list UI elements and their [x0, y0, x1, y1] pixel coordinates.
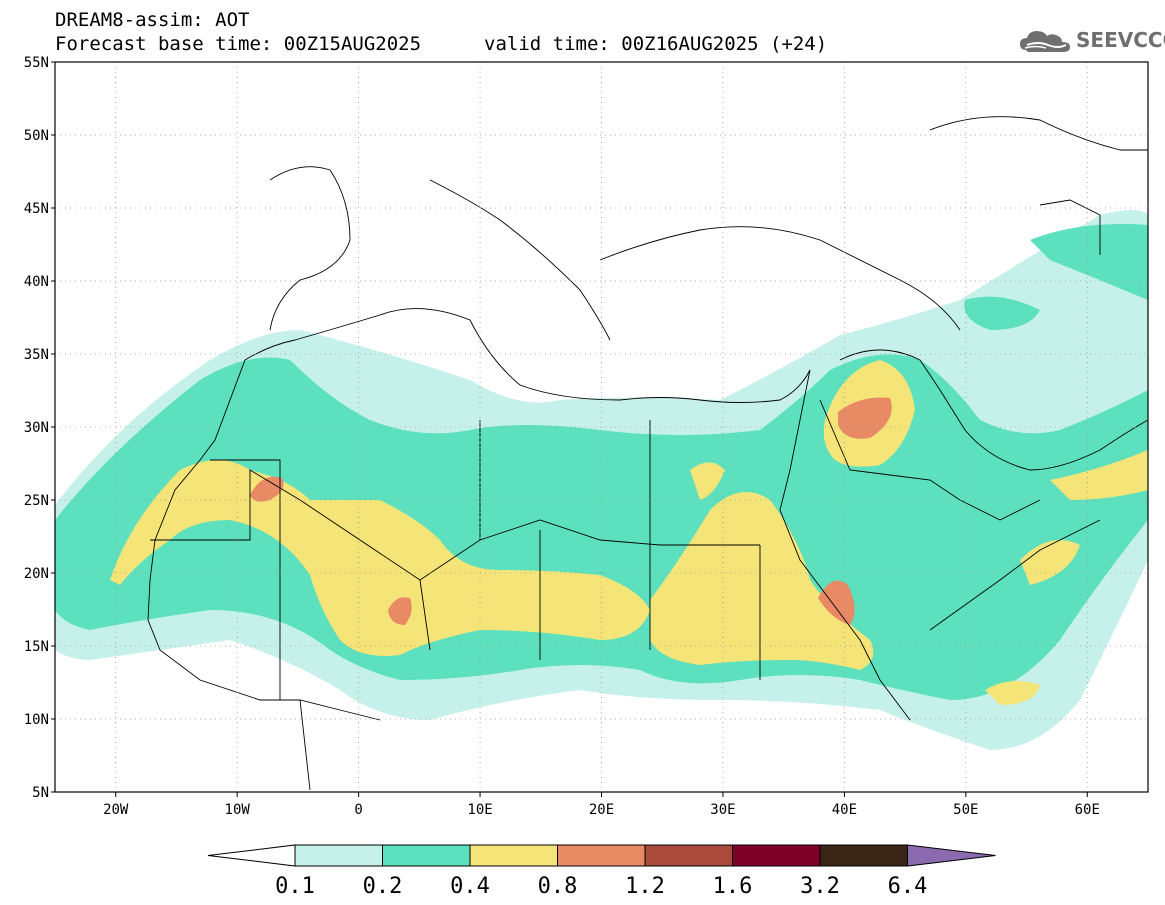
- lat-label: 20N: [24, 566, 49, 582]
- aot-band-0.8-mauritania: [250, 476, 284, 502]
- colorbar-box: [469, 844, 558, 867]
- colorbar-label: 0.4: [450, 874, 490, 899]
- aot-band-0.8-iraq: [838, 397, 892, 439]
- aot-band-0.8-redsea: [818, 580, 855, 625]
- colorbar-label: 1.6: [713, 874, 753, 899]
- aot-band-0.4-yemen: [985, 681, 1040, 705]
- colorbar-box: [294, 844, 383, 867]
- lon-label: 50E: [953, 802, 978, 818]
- lat-label: 35N: [24, 347, 49, 363]
- seevccc-logo: SEEVCCC: [1018, 26, 1165, 56]
- aot-band-0.4-oman: [1020, 540, 1080, 585]
- colorbar-labels: 0.1 0.2 0.4 0.8 1.2 1.6 3.2 6.4: [275, 874, 927, 899]
- country-borders: [147, 116, 1148, 791]
- aot-band-0.4-gulf: [1050, 450, 1148, 500]
- lat-label: 50N: [24, 128, 49, 144]
- lon-label: 20E: [589, 802, 614, 818]
- cloud-icon: [1020, 31, 1070, 52]
- aot-band-0.4-central: [650, 492, 874, 670]
- colorbar-box: [382, 844, 471, 867]
- colorbar-label: 0.8: [538, 874, 578, 899]
- lat-label: 15N: [24, 639, 49, 655]
- colorbar-label: 1.2: [625, 874, 665, 899]
- lat-label: 40N: [24, 274, 49, 290]
- aot-band-0.2-caspian: [1030, 224, 1148, 300]
- colorbar-label: 0.1: [275, 874, 315, 899]
- lat-label: 55N: [24, 55, 49, 71]
- lon-label: 60E: [1075, 802, 1100, 818]
- latitude-labels: 55N 50N 45N 40N 35N 30N 25N 20N 15N 10N 5N: [24, 55, 49, 801]
- aot-band-0.2-anatolia: [964, 296, 1040, 330]
- colorbar-label: 0.2: [363, 874, 403, 899]
- map-title: DREAM8-assim: AOT: [55, 9, 250, 31]
- colorbar: [207, 844, 996, 867]
- axis-ticks: [51, 61, 1088, 797]
- aot-band-0.4-sahara-spot: [690, 462, 725, 500]
- lon-label: 10E: [467, 802, 492, 818]
- aot-band-0.4-west: [110, 460, 650, 656]
- lat-label: 45N: [24, 201, 49, 217]
- forecast-base-time: Forecast base time: 00Z15AUG2025: [55, 33, 422, 55]
- colorbar-box: [732, 844, 821, 867]
- grid-lines: [55, 62, 1148, 792]
- lon-label: 30E: [710, 802, 735, 818]
- longitude-labels: 20W 10W 0 10E 20E 30E 40E 50E 60E: [103, 802, 1100, 818]
- valid-time: valid time: 00Z16AUG2025 (+24): [484, 33, 828, 55]
- lon-label: 0: [354, 802, 362, 818]
- aot-field: [55, 210, 1148, 750]
- lat-label: 30N: [24, 420, 49, 436]
- colorbar-label: 3.2: [800, 874, 840, 899]
- lat-label: 25N: [24, 493, 49, 509]
- colorbar-over-arrow: [907, 844, 996, 867]
- colorbar-under-arrow: [207, 844, 296, 867]
- lat-label: 5N: [32, 785, 49, 801]
- lon-label: 40E: [832, 802, 857, 818]
- colorbar-box: [557, 844, 646, 867]
- lat-label: 10N: [24, 712, 49, 728]
- lon-label: 20W: [103, 802, 129, 818]
- colorbar-box: [644, 844, 733, 867]
- colorbar-box: [819, 844, 908, 867]
- colorbar-label: 6.4: [888, 874, 928, 899]
- logo-text: SEEVCCC: [1076, 28, 1165, 52]
- lon-label: 10W: [225, 802, 251, 818]
- aot-band-0.8-mali: [388, 597, 412, 625]
